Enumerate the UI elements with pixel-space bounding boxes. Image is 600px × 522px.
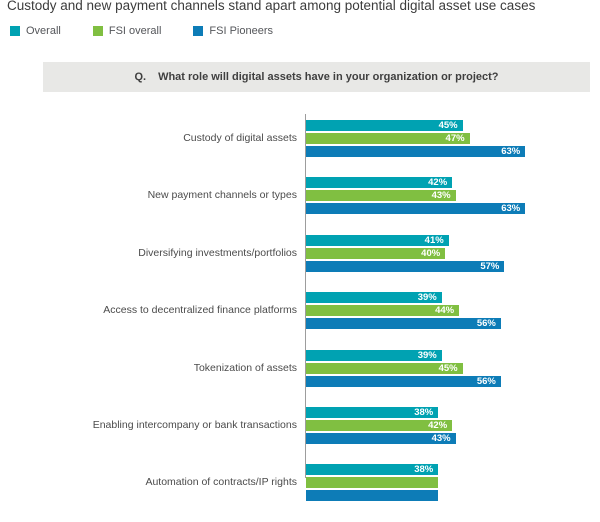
legend-item-fsi-overall: FSI overall: [92, 25, 162, 37]
bar-fsi-overall: 45%: [306, 362, 463, 374]
bar-fsi-pioneers: 63%: [306, 146, 526, 157]
category-label: Tokenization of assets: [193, 361, 297, 374]
value-label: 63%: [501, 146, 521, 157]
category-label: Access to decentralized finance platform…: [103, 304, 297, 317]
bar-fsi-pioneers: 43%: [306, 432, 456, 444]
chart-title: Custody and new payment channels stand a…: [7, 0, 536, 13]
bar-overall: 39%: [306, 349, 442, 361]
bar-fsi-overall: 47%: [306, 133, 470, 144]
chart-row: Access to decentralized finance platform…: [0, 292, 600, 330]
category-label: Enabling intercompany or bank transactio…: [92, 418, 297, 431]
value-label: 56%: [476, 318, 496, 330]
bar-overall: 38%: [306, 464, 439, 476]
legend-item-overall: Overall: [10, 25, 61, 37]
bar-fsi-pioneers: 57%: [306, 260, 505, 272]
value-label: 38%: [414, 464, 434, 476]
chart-row: Diversifying investments/portfolios 41% 40…: [0, 234, 600, 272]
legend-swatch-fsi-pioneers-icon: [193, 26, 204, 36]
bar-fsi-overall: [306, 477, 439, 489]
bar-overall: 42%: [306, 177, 453, 189]
value-label: 38%: [414, 406, 434, 418]
value-label: 42%: [428, 419, 448, 431]
bar-overall: 41%: [306, 234, 449, 246]
value-label: 47%: [445, 133, 465, 144]
bar-overall: 39%: [306, 292, 442, 304]
bar-overall: 38%: [306, 406, 439, 418]
chart-row: New payment channels or types 42% 43% 63%: [0, 177, 600, 215]
value-label: 45%: [438, 120, 458, 131]
legend-item-fsi-pioneers: FSI Pioneers: [193, 25, 273, 37]
bar-fsi-pioneers: 56%: [306, 318, 501, 330]
bar-fsi-pioneers: 56%: [306, 375, 501, 387]
legend-label-overall: Overall: [26, 25, 61, 37]
value-label: 41%: [424, 234, 444, 246]
bar-group: 45% 47% 63%: [306, 120, 526, 157]
value-label: 40%: [421, 247, 441, 259]
bar-group: 41% 40% 57%: [306, 234, 505, 272]
bar-fsi-pioneers: [306, 490, 439, 502]
category-label: Diversifying investments/portfolios: [138, 246, 297, 259]
value-label: 39%: [417, 349, 437, 361]
chart-row: Custody of digital assets 45% 47% 63%: [0, 120, 600, 157]
chart-row: Tokenization of assets 39% 45% 56%: [0, 349, 600, 387]
value-label: 44%: [435, 305, 455, 317]
bar-group: 39% 44% 56%: [306, 292, 501, 330]
value-label: 45%: [438, 362, 458, 374]
value-label: 63%: [501, 203, 521, 215]
chart-rows: Custody of digital assets 45% 47% 63% New pa…: [0, 120, 600, 522]
bar-group: 39% 45% 56%: [306, 349, 501, 387]
chart-row: Automation of contracts/IP rights 38%: [0, 464, 600, 502]
value-label: 39%: [417, 292, 437, 304]
bar-fsi-overall: 42%: [306, 419, 453, 431]
bar-fsi-pioneers: 63%: [306, 203, 526, 215]
value-label: 43%: [431, 432, 451, 444]
value-label: 42%: [428, 177, 448, 189]
legend-swatch-fsi-overall-icon: [92, 26, 103, 36]
category-label: Custody of digital assets: [183, 132, 297, 144]
chart-row: Enabling intercompany or bank transactio…: [0, 406, 600, 444]
bar-fsi-overall: 43%: [306, 190, 456, 202]
legend-swatch-overall-icon: [10, 26, 20, 36]
legend-label-fsi-overall: FSI overall: [108, 25, 162, 37]
category-label: Automation of contracts/IP rights: [145, 476, 297, 489]
value-label: 43%: [431, 190, 451, 202]
legend: Overall FSI overall FSI Pioneers: [10, 25, 305, 37]
legend-label-fsi-pioneers: FSI Pioneers: [209, 25, 274, 37]
question-prefix: Q.: [134, 71, 147, 83]
bar-group: 42% 43% 63%: [306, 177, 526, 215]
bar-fsi-overall: 44%: [306, 305, 460, 317]
question-banner: Q. What role will digital assets have in…: [43, 62, 590, 92]
category-label: New payment channels or types: [147, 189, 297, 202]
category-axis-line: [305, 114, 306, 478]
question-text: What role will digital assets have in yo…: [158, 71, 499, 83]
bar-fsi-overall: 40%: [306, 247, 446, 259]
value-label: 56%: [476, 375, 496, 387]
bar-overall: 45%: [306, 120, 463, 131]
bar-group: 38%: [306, 464, 439, 502]
bar-group: 38% 42% 43%: [306, 406, 456, 444]
value-label: 57%: [480, 260, 500, 272]
